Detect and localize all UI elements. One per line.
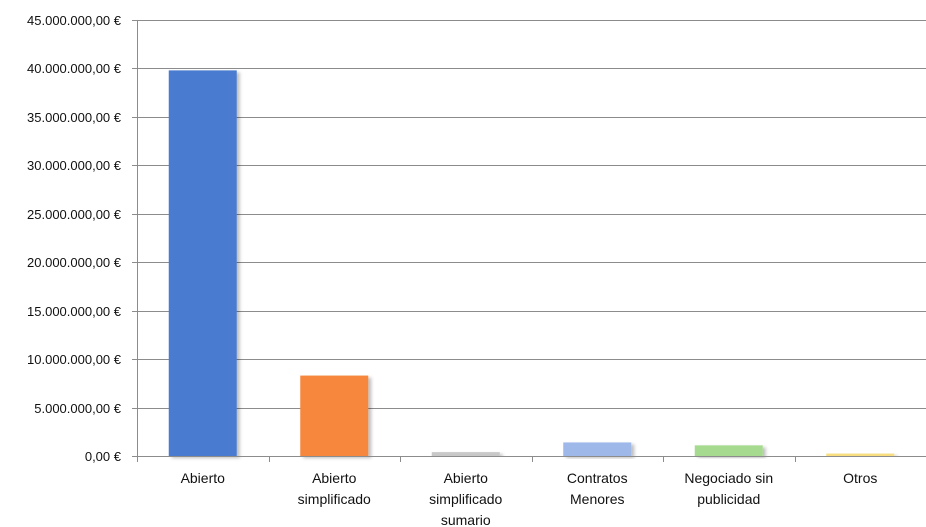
x-category-label: Contratos xyxy=(567,470,628,486)
x-category-label: Abierto xyxy=(444,470,489,486)
y-tick-label: 25.000.000,00 € xyxy=(27,207,122,222)
x-axis-category-labels: Abierto Abierto simplificado Abierto simplif… xyxy=(181,470,878,527)
bar xyxy=(563,442,632,456)
gridlines xyxy=(137,20,926,409)
bar xyxy=(694,445,763,456)
bar xyxy=(826,453,895,456)
y-tick-label: 15.000.000,00 € xyxy=(27,304,122,319)
x-category-label: Abierto xyxy=(181,470,226,486)
x-category-label: simplificado xyxy=(298,491,371,507)
y-tick-label: 20.000.000,00 € xyxy=(27,255,122,270)
bar xyxy=(300,375,369,456)
x-category-label: simplificado xyxy=(429,491,502,507)
y-tick-label: 35.000.000,00 € xyxy=(27,110,122,125)
x-category-label: Abierto xyxy=(312,470,357,486)
x-category-label: Negociado sin xyxy=(684,470,773,486)
bars xyxy=(168,70,895,456)
bar xyxy=(168,70,237,456)
x-category-label: sumario xyxy=(441,512,491,527)
y-axis-tick-labels: 0,00 € 5.000.000,00 € 10.000.000,00 € 15.00… xyxy=(27,13,122,464)
axes xyxy=(132,20,926,462)
bar xyxy=(431,452,500,456)
y-tick-label: 5.000.000,00 € xyxy=(34,401,122,416)
x-category-label: Otros xyxy=(843,470,877,486)
y-tick-label: 45.000.000,00 € xyxy=(27,13,122,28)
y-tick-label: 10.000.000,00 € xyxy=(27,352,122,367)
x-category-label: publicidad xyxy=(697,491,760,507)
x-category-label: Menores xyxy=(570,491,624,507)
y-tick-label: 30.000.000,00 € xyxy=(27,158,122,173)
y-tick-label: 40.000.000,00 € xyxy=(27,61,122,76)
y-tick-label: 0,00 € xyxy=(85,449,122,464)
